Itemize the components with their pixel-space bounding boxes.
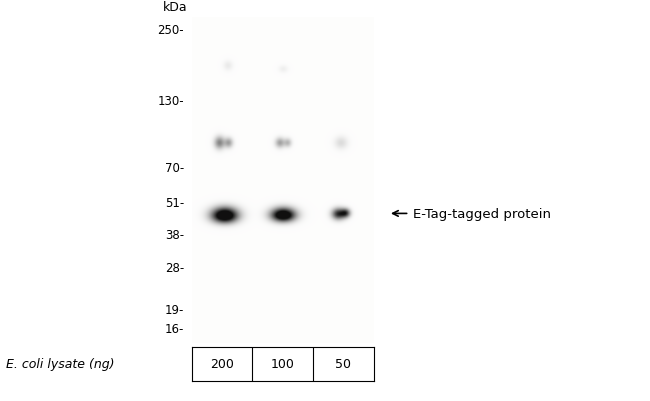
Text: 100: 100 xyxy=(271,357,294,371)
Text: 51-: 51- xyxy=(164,196,184,209)
Text: E. coli lysate (ng): E. coli lysate (ng) xyxy=(6,357,115,371)
Text: 130-: 130- xyxy=(157,95,184,108)
Text: E-Tag-tagged protein: E-Tag-tagged protein xyxy=(413,207,551,221)
Text: 50: 50 xyxy=(335,357,352,371)
Text: 200: 200 xyxy=(210,357,234,371)
Text: 38-: 38- xyxy=(165,228,184,241)
Text: 28-: 28- xyxy=(164,261,184,274)
Text: kDa: kDa xyxy=(163,1,188,14)
Text: 250-: 250- xyxy=(157,24,184,37)
Text: 70-: 70- xyxy=(164,162,184,175)
Text: 16-: 16- xyxy=(164,322,184,335)
Text: 19-: 19- xyxy=(164,303,184,316)
